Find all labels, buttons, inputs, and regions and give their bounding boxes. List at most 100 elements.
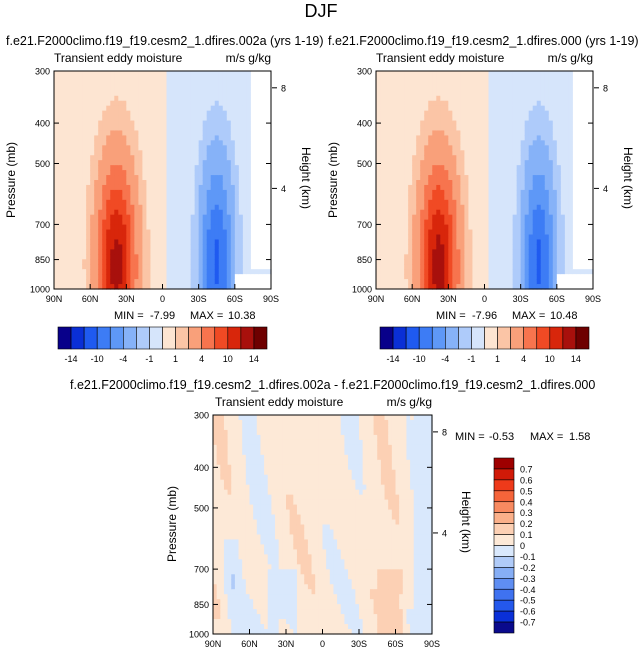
contour-cell — [154, 224, 160, 231]
contour-cell — [222, 189, 228, 196]
contour-cell — [78, 249, 83, 255]
contour-cell — [440, 214, 445, 221]
contour-cell — [428, 229, 433, 236]
contour-cell — [222, 71, 228, 77]
contour-cell — [138, 199, 144, 206]
contour-cell — [480, 229, 486, 236]
contour-cell — [170, 264, 176, 270]
contour-cell — [126, 199, 131, 206]
contour-cell — [258, 234, 264, 241]
colorbar-label: 4 — [521, 354, 526, 364]
contour-cell — [258, 145, 264, 151]
contour-cell — [408, 199, 413, 206]
contour-cell — [222, 209, 228, 216]
contour-cell — [238, 184, 244, 191]
contour-cell — [222, 284, 228, 290]
contour-cell — [138, 150, 144, 156]
contour-cell — [512, 155, 518, 161]
contour-cell — [380, 175, 385, 181]
contour-cell — [98, 120, 103, 127]
contour-cell — [492, 165, 498, 171]
contour-cell — [540, 90, 546, 97]
contour-cell — [512, 150, 518, 156]
contour-cell — [250, 269, 256, 275]
contour-cell — [504, 180, 510, 186]
contour-cell — [166, 239, 172, 245]
contour-cell — [392, 279, 397, 285]
contour-cell — [94, 105, 99, 112]
contour-cell — [496, 115, 502, 122]
contour-cell — [214, 279, 220, 285]
contour-cell — [94, 90, 99, 97]
contour-cell — [512, 204, 518, 211]
contour-cell — [94, 199, 99, 206]
contour-cell — [142, 199, 148, 206]
contour-cell — [400, 189, 405, 196]
contour-cell — [424, 80, 429, 87]
contour-cell — [262, 284, 268, 290]
contour-cell — [214, 199, 220, 206]
contour-cell — [456, 170, 461, 176]
contour-cell — [213, 539, 218, 546]
contour-cell — [166, 135, 172, 141]
contour-cell — [404, 244, 409, 250]
contour-cell — [170, 71, 176, 77]
contour-cell — [476, 75, 482, 82]
contour-cell — [142, 71, 148, 77]
contour-cell — [572, 125, 578, 132]
contour-cell — [138, 75, 144, 82]
contour-cell — [424, 229, 429, 236]
contour-cell — [158, 90, 164, 97]
contour-cell — [162, 184, 168, 191]
contour-cell — [512, 175, 518, 181]
contour-cell — [262, 184, 268, 191]
contour-cell — [412, 244, 417, 250]
contour-cell — [254, 150, 260, 156]
contour-cell — [392, 194, 397, 201]
contour-cell — [456, 209, 461, 216]
contour-cell — [216, 564, 221, 570]
contour-cell — [584, 264, 590, 270]
contour-cell — [250, 165, 256, 171]
colorbar-box — [392, 326, 407, 350]
contour-cell — [234, 274, 240, 280]
contour-cell — [508, 180, 514, 186]
contour-cell — [404, 175, 409, 181]
contour-cell — [532, 194, 538, 201]
contour-cell — [206, 80, 212, 87]
contour-cell — [452, 85, 457, 92]
contour-cell — [250, 100, 256, 107]
contour-cell — [246, 209, 252, 216]
contour-cell — [540, 229, 546, 236]
contour-cell — [242, 204, 248, 211]
contour-cell — [396, 85, 401, 92]
contour-cell — [512, 145, 518, 151]
contour-cell — [222, 244, 228, 250]
contour-cell — [544, 130, 550, 136]
contour-cell — [464, 234, 470, 241]
contour-cell — [556, 184, 562, 191]
contour-cell — [452, 100, 457, 107]
contour-cell — [146, 100, 152, 107]
contour-cell — [150, 110, 156, 117]
contour-cell — [126, 170, 131, 176]
contour-cell — [210, 249, 216, 255]
contour-cell — [496, 234, 502, 241]
contour-cell — [548, 209, 554, 216]
contour-cell — [484, 214, 490, 221]
contour-cell — [572, 80, 578, 87]
contour-cell — [218, 71, 224, 77]
contour-cell — [436, 95, 441, 102]
contour-cell — [122, 80, 127, 87]
contour-cell — [206, 209, 212, 216]
contour-cell — [214, 244, 220, 250]
contour-cell — [524, 279, 530, 285]
contour-cell — [468, 75, 474, 82]
panel-1-subtitle-right: m/s g/kg — [226, 51, 271, 65]
contour-cell — [524, 214, 530, 221]
contour-cell — [588, 150, 594, 156]
contour-cell — [122, 249, 127, 255]
contour-cell — [222, 150, 228, 156]
contour-cell — [476, 125, 482, 132]
contour-cell — [254, 155, 260, 161]
